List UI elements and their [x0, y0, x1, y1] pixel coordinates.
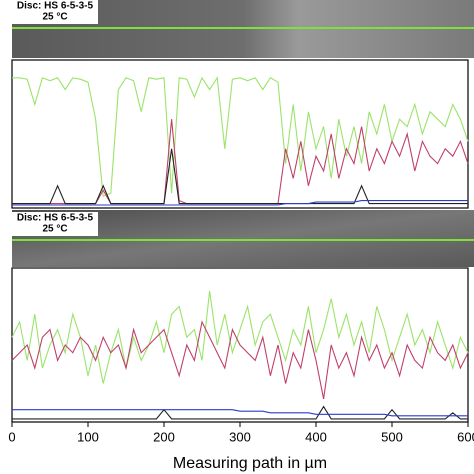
x-tick-label: 300: [229, 429, 251, 444]
data-line: [11, 320, 469, 400]
caption: 25 °C: [42, 12, 67, 23]
data-line: [12, 148, 468, 205]
data-line: [12, 405, 468, 420]
x-tick-label: 100: [77, 429, 99, 444]
x-tick-label: 400: [305, 429, 327, 444]
x-tick-label: 600: [457, 429, 474, 444]
caption: Disc: HS 6-5-3-5: [17, 1, 94, 12]
x-tick-label: 0: [8, 429, 15, 444]
data-line: [12, 409, 468, 417]
x-axis-label: Measuring path in µm: [173, 455, 327, 472]
data-line: [12, 200, 468, 206]
caption-box: [12, 212, 98, 236]
data-line: [11, 291, 469, 384]
caption-box: [12, 0, 98, 24]
x-tick-label: 200: [153, 429, 175, 444]
caption: 25 °C: [42, 224, 67, 235]
plot-area: [11, 59, 469, 209]
x-tick-label: 500: [381, 429, 403, 444]
caption: Disc: HS 6-5-3-5: [17, 213, 94, 224]
